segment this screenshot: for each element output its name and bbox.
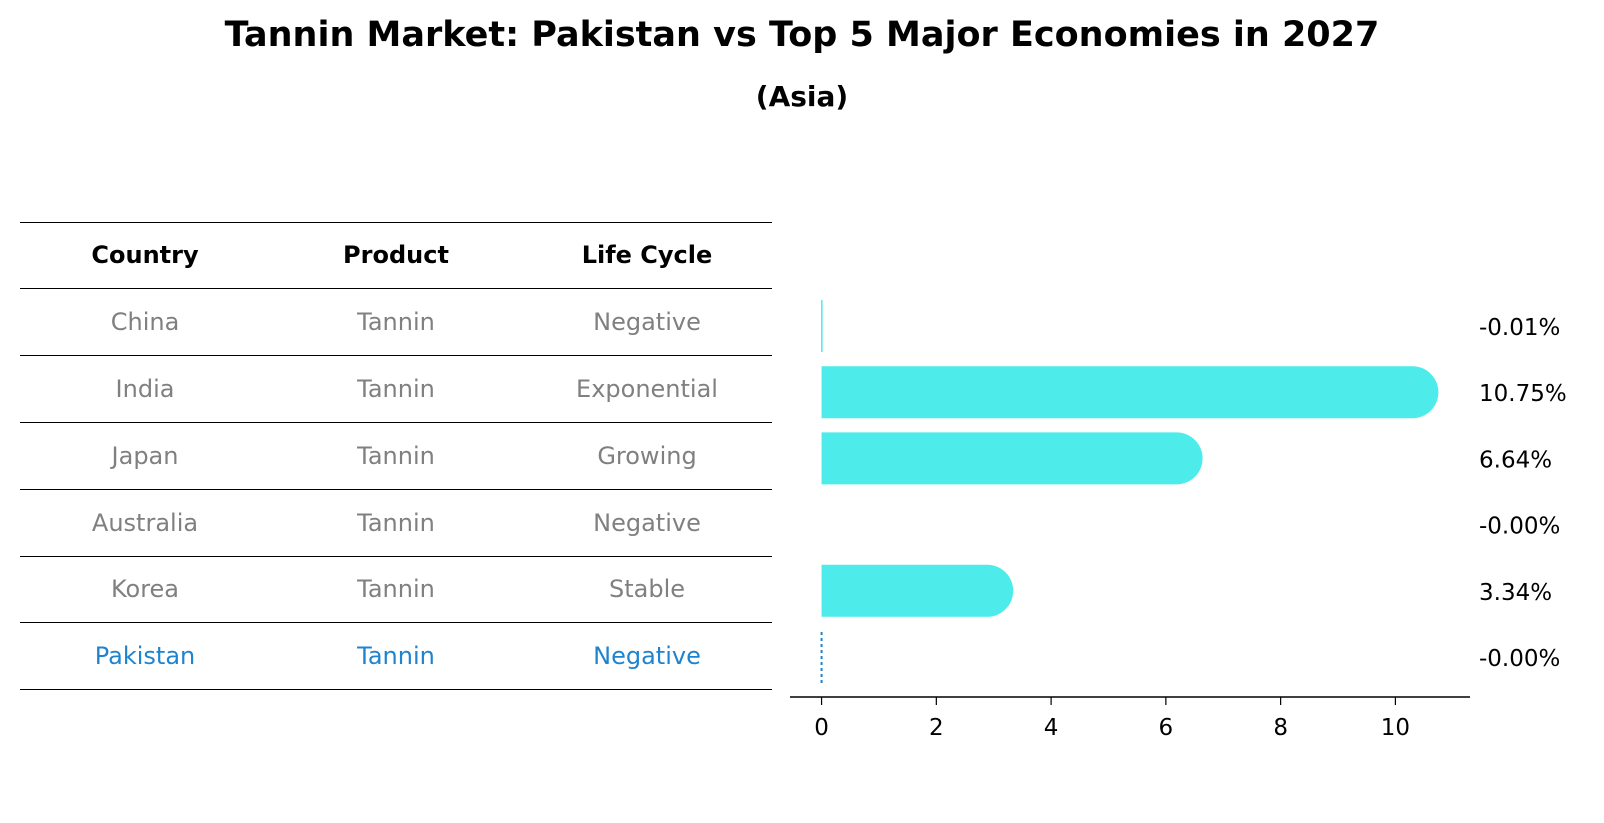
table-cell: Negative [593,308,701,337]
bar-japan [821,432,1203,485]
table-cell: China [110,308,180,337]
table-cell: Growing [597,441,697,470]
table-rule [20,421,772,423]
table-cell: Negative [593,508,701,537]
bar-india [821,366,1439,419]
table-header-cell: Life Cycle [581,241,713,270]
table-cell: Australia [91,508,199,537]
table-cell: Tannin [357,642,435,671]
table-cell: Exponential [576,375,718,403]
table-rule [20,622,772,624]
table-rule [20,221,772,223]
table-header-cell: Country [91,241,199,270]
chart-subtitle: (Asia) [755,80,849,113]
bar-korea [821,564,1014,617]
table-cell: Japan [111,441,179,470]
table-rule [20,288,772,290]
table-cell: Tannin [357,575,435,604]
value-label: -0.01% [1479,315,1560,341]
x-tick-label: 8 [1273,715,1288,741]
table-cell: India [115,375,175,403]
value-label: -0.00% [1479,646,1560,672]
bar-china [821,300,823,352]
table-rule [20,555,772,557]
x-tick-label: 6 [1159,715,1174,741]
value-label: 10.75% [1479,381,1567,407]
table-rule [20,355,772,357]
table-cell: Negative [593,642,701,671]
table-rule [20,488,772,490]
x-tick-label: 2 [929,715,944,741]
value-label: -0.00% [1479,514,1560,540]
table-cell: Tannin [357,308,435,337]
x-tick-label: 4 [1044,715,1059,741]
x-tick-label: 0 [814,715,829,741]
table-cell: Korea [110,575,180,604]
x-tick-label: 10 [1381,715,1410,741]
value-label: 6.64% [1479,447,1552,473]
table-cell: Tannin [357,375,435,403]
table-header-cell: Product [343,241,449,270]
chart-title: Tannin Market: Pakistan vs Top 5 Major E… [224,15,1380,55]
value-label: 3.34% [1479,580,1552,606]
table-cell: Pakistan [94,642,196,671]
table-cell: Tannin [357,508,435,537]
table-rule [20,689,772,691]
table-cell: Stable [608,575,686,604]
table-cell: Tannin [357,441,435,470]
